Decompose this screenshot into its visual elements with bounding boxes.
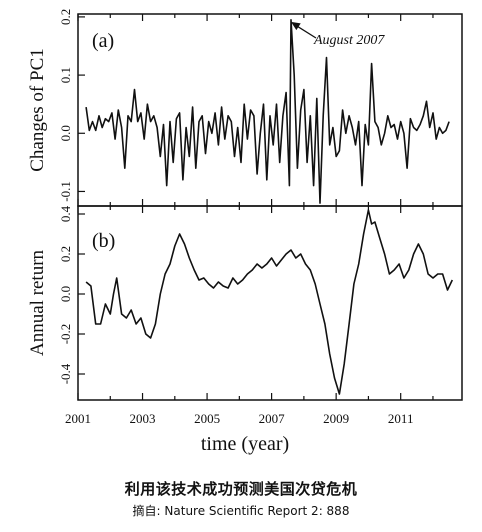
x-tick-label: 2005 <box>194 411 220 426</box>
y-tick-label: 0.4 <box>58 205 73 222</box>
x-tick-label: 2009 <box>323 411 349 426</box>
y-tick-label: 0.2 <box>58 9 73 25</box>
y-tick-label: 0.2 <box>58 246 73 262</box>
x-tick-label: 2011 <box>388 411 414 426</box>
panel-b-xticks: 2001 2003 2005 2007 2009 2011 <box>65 206 434 426</box>
panel-a-annotation: August 2007 <box>290 21 385 48</box>
x-tick-label: 2001 <box>65 411 91 426</box>
annotation-arrow-line <box>294 24 317 39</box>
x-tick-label: 2003 <box>130 411 156 426</box>
panel-b: (b) Annual return 0.4 0.2 0.0 -0.2 -0.4 2001… <box>27 205 463 455</box>
panel-a-frame <box>77 13 463 207</box>
y-tick-label: 0.0 <box>58 286 73 302</box>
panel-b-ylabel: Annual return <box>27 249 48 356</box>
panel-a: (a) Changes of PC1 0.2 0.1 0.0 -0.1 August … <box>27 9 463 207</box>
annotation-arrow-head <box>290 21 301 31</box>
panel-b-yticks: 0.4 0.2 0.0 -0.2 -0.4 <box>58 205 85 384</box>
caption-source: 摘自: Nature Scientific Report 2: 888 <box>132 504 350 518</box>
caption-title: 利用该技术成功预测美国次贷危机 <box>124 480 358 498</box>
x-axis-label: time (year) <box>201 433 289 455</box>
figure-svg: (a) Changes of PC1 0.2 0.1 0.0 -0.1 August … <box>27 9 463 455</box>
panel-a-ylabel: Changes of PC1 <box>27 48 48 172</box>
panel-a-xticks <box>77 14 434 206</box>
x-tick-label: 2007 <box>259 411 286 426</box>
panel-b-frame <box>77 205 463 401</box>
panel-a-yticks: 0.2 0.1 0.0 -0.1 <box>58 9 85 202</box>
panel-a-series-line <box>85 18 450 204</box>
panel-b-label: (b) <box>92 230 115 252</box>
y-tick-label: 0.1 <box>58 67 73 83</box>
y-tick-label: -0.2 <box>58 324 73 345</box>
y-tick-label: -0.1 <box>58 181 73 202</box>
annotation-text: August 2007 <box>313 33 385 48</box>
panel-b-series-line <box>85 209 454 395</box>
panel-a-label: (a) <box>92 30 114 52</box>
caption: 利用该技术成功预测美国次贷危机 摘自: Nature Scientific Re… <box>0 478 482 519</box>
y-tick-label: 0.0 <box>58 125 73 141</box>
y-tick-label: -0.4 <box>58 363 73 384</box>
